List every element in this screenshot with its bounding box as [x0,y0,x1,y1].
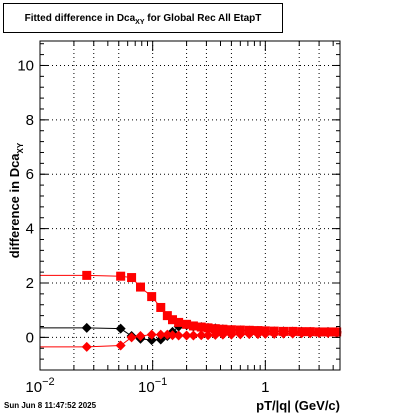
data-point [174,317,184,327]
data-point [269,328,280,339]
data-point [278,328,289,339]
data-point [136,282,146,292]
y-axis-label-group: difference in DcaXY [7,142,25,258]
data-point [218,324,228,334]
x-axis-label: pT/|q| (GeV/c) [256,398,340,413]
data-point [82,270,92,280]
chart-title-main: Fitted difference in Dca [24,13,136,24]
data-point [314,328,325,339]
timestamp-footer: Sun Jun 8 11:47:52 2025 [4,401,97,410]
data-point [155,329,166,340]
data-point [81,322,92,333]
series-layer [40,270,342,352]
data-point [162,311,172,321]
data-point [203,323,213,333]
chart-title-tail: for Global Rec All EtapT [144,13,262,24]
chart-title-sub: XY [135,19,145,26]
data-point [260,328,271,339]
data-point [287,328,298,339]
data-point [305,328,316,339]
data-point [81,341,92,352]
y-tick-label: 4 [26,221,34,238]
data-point [210,329,221,340]
data-point [181,330,192,341]
y-tick-label: 10 [17,57,34,74]
data-point [146,329,157,340]
x-tick-label: 1 [261,379,269,396]
chart-title: Fitted difference in DcaXY for Global Re… [4,13,282,26]
data-point [116,271,126,281]
data-point [156,302,166,312]
data-point [167,330,178,341]
ticks-layer: 0 2 4 6 8 10 10−2 10−1 1 [17,41,340,396]
data-point [217,329,228,340]
data-point [147,292,157,302]
y-tick-label: 6 [26,166,34,183]
series-2 [40,328,342,352]
chart-title-box: Fitted difference in DcaXY for Global Re… [3,3,283,33]
data-point [196,322,206,332]
y-tick-label: 2 [26,275,34,292]
data-point [226,329,237,340]
x-tick-label: 10−1 [138,376,167,396]
data-point [115,323,126,334]
data-point [127,273,137,283]
x-tick-label: 10−2 [25,376,54,396]
data-point [182,319,192,329]
data-point [296,328,307,339]
data-point [188,330,199,341]
data-point [323,328,334,339]
data-point [252,329,263,340]
y-tick-label: 8 [26,112,34,129]
data-point [331,328,342,339]
data-point [173,330,184,341]
data-point [146,335,157,346]
data-point [203,330,214,341]
data-point [115,340,126,351]
data-point [188,321,198,331]
y-axis-label: difference in DcaXY [7,142,25,258]
data-point [126,332,137,343]
data-point [244,329,255,340]
data-point [135,331,146,342]
y-tick-label: 0 [26,329,34,346]
data-point [196,330,207,341]
data-point [210,324,220,334]
data-point [168,315,178,325]
plot-frame [39,40,341,371]
data-point [235,329,246,340]
